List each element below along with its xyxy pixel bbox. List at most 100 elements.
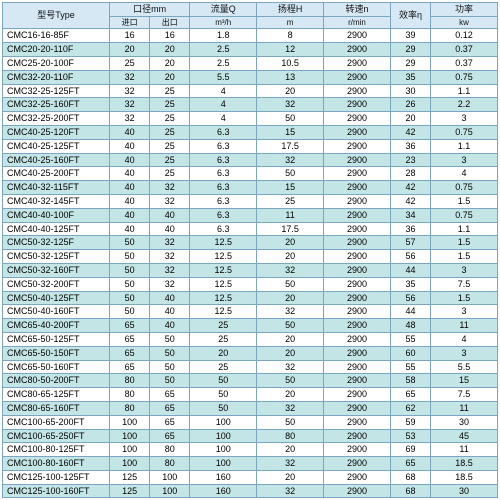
cell-speed: 2900 [324, 153, 391, 167]
cell-type: CMC50-40-125FT [3, 291, 110, 305]
cell-flow: 6.3 [190, 208, 257, 222]
cell-head: 32 [257, 401, 324, 415]
cell-speed: 2900 [324, 29, 391, 43]
cell-eff: 36 [390, 139, 430, 153]
cell-inlet: 50 [110, 236, 150, 250]
cell-type: CMC25-20-100F [3, 56, 110, 70]
cell-inlet: 40 [110, 125, 150, 139]
cell-speed: 2900 [324, 181, 391, 195]
cell-head: 50 [257, 415, 324, 429]
cell-eff: 23 [390, 153, 430, 167]
cell-outlet: 25 [150, 153, 190, 167]
cell-speed: 2900 [324, 360, 391, 374]
table-row: CMC50-32-125F503212.5202900571.5 [3, 236, 498, 250]
cell-outlet: 65 [150, 388, 190, 402]
cell-flow: 6.3 [190, 167, 257, 181]
cell-speed: 2900 [324, 236, 391, 250]
cell-flow: 2.5 [190, 43, 257, 57]
hdr-speed-unit: r/min [324, 16, 391, 29]
cell-flow: 25 [190, 332, 257, 346]
cell-eff: 60 [390, 346, 430, 360]
cell-flow: 160 [190, 484, 257, 498]
cell-eff: 36 [390, 222, 430, 236]
cell-outlet: 20 [150, 70, 190, 84]
cell-head: 50 [257, 374, 324, 388]
cell-eff: 53 [390, 429, 430, 443]
cell-type: CMC100-65-200FT [3, 415, 110, 429]
cell-type: CMC40-32-115FT [3, 181, 110, 195]
cell-inlet: 32 [110, 112, 150, 126]
cell-head: 17.5 [257, 139, 324, 153]
cell-speed: 2900 [324, 484, 391, 498]
cell-speed: 2900 [324, 112, 391, 126]
hdr-power-unit: kw [431, 16, 498, 29]
cell-eff: 39 [390, 29, 430, 43]
cell-head: 32 [257, 484, 324, 498]
cell-type: CMC16-16-85F [3, 29, 110, 43]
cell-head: 32 [257, 263, 324, 277]
cell-head: 20 [257, 443, 324, 457]
cell-eff: 69 [390, 443, 430, 457]
cell-outlet: 40 [150, 319, 190, 333]
cell-type: CMC65-40-200FT [3, 319, 110, 333]
cell-power: 1.5 [431, 250, 498, 264]
cell-inlet: 100 [110, 457, 150, 471]
cell-outlet: 16 [150, 29, 190, 43]
cell-type: CMC80-65-160FT [3, 401, 110, 415]
cell-head: 20 [257, 332, 324, 346]
cell-power: 30 [431, 484, 498, 498]
cell-outlet: 25 [150, 125, 190, 139]
cell-head: 10.5 [257, 56, 324, 70]
cell-head: 32 [257, 457, 324, 471]
cell-head: 32 [257, 98, 324, 112]
cell-eff: 35 [390, 70, 430, 84]
cell-power: 3 [431, 153, 498, 167]
table-row: CMC100-65-200FT100651005029005930 [3, 415, 498, 429]
cell-inlet: 50 [110, 263, 150, 277]
cell-eff: 57 [390, 236, 430, 250]
cell-outlet: 25 [150, 84, 190, 98]
cell-type: CMC50-32-200FT [3, 277, 110, 291]
table-row: CMC16-16-85F16161.882900390.12 [3, 29, 498, 43]
cell-head: 20 [257, 388, 324, 402]
cell-power: 5.5 [431, 360, 498, 374]
table-row: CMC50-40-160FT504012.5322900443 [3, 305, 498, 319]
cell-flow: 12.5 [190, 305, 257, 319]
cell-outlet: 65 [150, 415, 190, 429]
cell-head: 20 [257, 250, 324, 264]
cell-power: 11 [431, 319, 498, 333]
cell-inlet: 50 [110, 291, 150, 305]
table-row: CMC50-40-125FT504012.5202900561.5 [3, 291, 498, 305]
cell-eff: 30 [390, 84, 430, 98]
cell-head: 20 [257, 470, 324, 484]
cell-outlet: 32 [150, 277, 190, 291]
cell-inlet: 50 [110, 305, 150, 319]
table-body: CMC16-16-85F16161.882900390.12CMC20-20-1… [3, 29, 498, 498]
cell-power: 4 [431, 167, 498, 181]
cell-inlet: 40 [110, 194, 150, 208]
cell-power: 2.2 [431, 98, 498, 112]
table-row: CMC25-20-100F25202.510.52900290.37 [3, 56, 498, 70]
cell-inlet: 50 [110, 277, 150, 291]
cell-inlet: 80 [110, 374, 150, 388]
cell-inlet: 50 [110, 250, 150, 264]
cell-flow: 12.5 [190, 236, 257, 250]
cell-outlet: 100 [150, 484, 190, 498]
hdr-speed: 转速n [324, 3, 391, 17]
cell-head: 50 [257, 277, 324, 291]
table-row: CMC50-32-200FT503212.5502900357.5 [3, 277, 498, 291]
cell-flow: 6.3 [190, 181, 257, 195]
cell-speed: 2900 [324, 263, 391, 277]
cell-speed: 2900 [324, 194, 391, 208]
cell-type: CMC40-25-160FT [3, 153, 110, 167]
cell-type: CMC40-25-120FT [3, 125, 110, 139]
table-row: CMC40-25-200FT40256.3502900284 [3, 167, 498, 181]
table-row: CMC65-40-200FT6540255029004811 [3, 319, 498, 333]
cell-outlet: 32 [150, 236, 190, 250]
cell-power: 7.5 [431, 277, 498, 291]
cell-inlet: 80 [110, 401, 150, 415]
table-row: CMC80-65-160FT8065503229006211 [3, 401, 498, 415]
cell-type: CMC50-32-125F [3, 236, 110, 250]
cell-power: 0.12 [431, 29, 498, 43]
cell-outlet: 40 [150, 305, 190, 319]
